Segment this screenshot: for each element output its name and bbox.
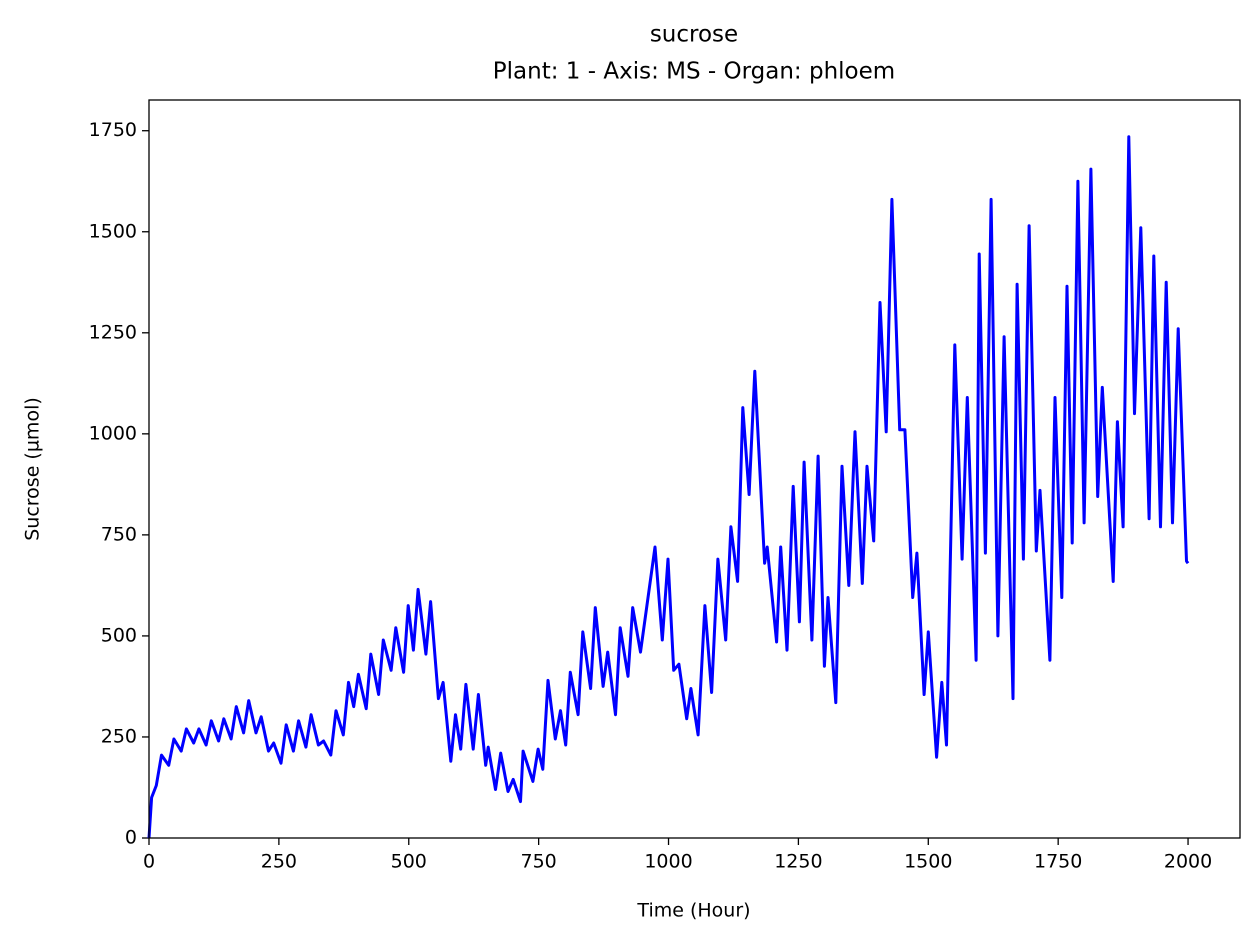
y-tick-label: 1250 (89, 321, 137, 343)
x-tick-label: 0 (143, 851, 155, 873)
chart-subtitle: Plant: 1 - Axis: MS - Organ: phloem (493, 59, 895, 85)
x-tick-label: 1750 (1034, 851, 1082, 873)
y-tick-label: 1000 (89, 422, 137, 444)
x-tick-label: 2000 (1164, 851, 1212, 873)
x-tick-label: 1000 (644, 851, 692, 873)
x-tick-label: 500 (391, 851, 427, 873)
plot-frame (148, 99, 1241, 839)
y-tick-label: 750 (101, 523, 137, 545)
chart-title: sucrose (650, 22, 738, 48)
x-tick-label: 1250 (774, 851, 822, 873)
x-tick-label: 250 (261, 851, 297, 873)
data-line (147, 135, 1190, 839)
y-tick-label: 250 (101, 725, 137, 747)
x-tick-label: 750 (521, 851, 557, 873)
x-tick-label: 1500 (904, 851, 952, 873)
y-tick-label: 0 (125, 827, 137, 849)
y-axis-label: Sucrose (µmol) (22, 397, 44, 541)
y-tick-label: 1500 (89, 220, 137, 242)
y-tick-label: 1750 (89, 119, 137, 141)
y-tick-label: 500 (101, 624, 137, 646)
x-axis-label: Time (Hour) (636, 900, 750, 922)
